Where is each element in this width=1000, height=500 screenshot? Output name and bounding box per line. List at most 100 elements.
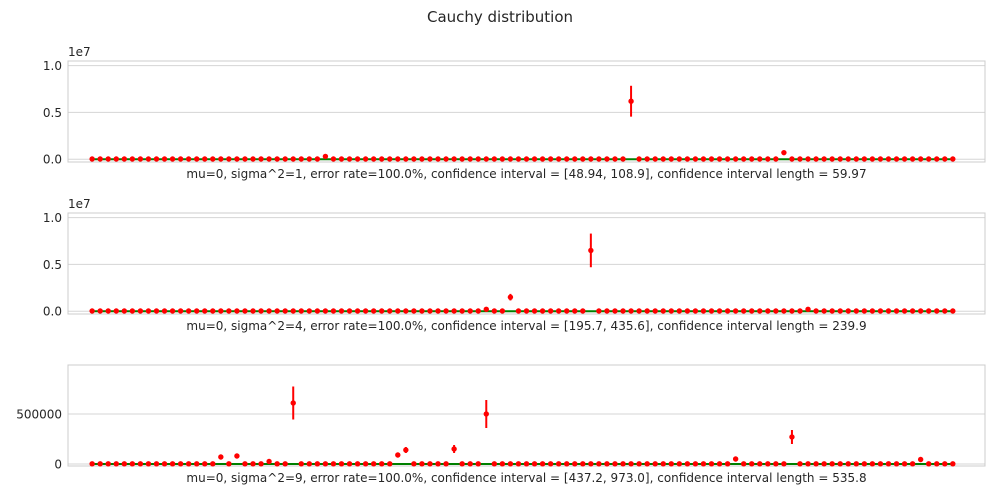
data-point [813,308,819,314]
data-point [202,156,208,162]
data-point [105,461,111,467]
data-point [443,308,449,314]
data-point [330,308,337,314]
data-point [853,156,859,162]
data-point [274,308,280,314]
data-point [925,156,932,162]
data-point [942,461,948,467]
y-tick-label: 500000 [16,408,62,422]
data-point [773,308,779,314]
data-point [370,308,377,314]
data-point [89,308,95,314]
data-point [395,452,401,458]
data-point [97,308,103,314]
data-point [652,156,658,162]
data-point [242,156,248,162]
data-point [885,308,892,314]
data-point [338,156,345,162]
data-point [379,308,385,314]
data-point [821,156,827,162]
data-point [362,308,369,314]
data-point [620,156,626,162]
data-point [773,461,779,467]
data-point [435,461,441,467]
data-point [194,308,200,314]
data-point [644,156,650,162]
data-point [137,461,144,467]
data-point [580,461,586,467]
data-point [153,308,160,314]
data-point [740,156,747,162]
data-point [604,461,610,467]
data-point [813,461,819,467]
data-point [676,308,683,314]
data-point [105,156,111,162]
data-point [580,308,586,314]
data-point [467,461,473,467]
data-point [346,156,353,162]
data-point [821,461,827,467]
data-point [218,156,224,162]
data-point [757,461,763,467]
data-point [620,461,626,467]
data-point [89,156,95,162]
data-point [185,461,192,467]
data-point [934,308,940,314]
data-point [773,156,779,162]
data-point [604,308,610,314]
data-point [572,461,578,467]
data-point [161,308,168,314]
data-point [692,156,699,162]
data-point [684,308,691,314]
y-tick-label: 1.0 [43,59,62,73]
data-point [861,461,868,467]
data-point [403,308,409,314]
data-point [700,308,707,314]
data-point [515,156,522,162]
data-point [845,461,851,467]
data-point [467,308,473,314]
data-point [877,156,884,162]
data-point [202,461,208,467]
data-point [797,308,803,314]
data-point [724,156,731,162]
data-point [435,308,441,314]
data-point [950,156,956,162]
data-point [628,461,634,467]
data-point [612,156,618,162]
data-point [97,461,103,467]
data-point [668,461,674,467]
data-point [877,308,884,314]
data-point [427,461,433,467]
data-point [274,156,280,162]
data-point [934,461,940,467]
data-point [869,461,876,467]
data-point [555,308,562,314]
figure-title: Cauchy distribution [427,8,573,26]
data-point [483,306,489,313]
data-point [564,461,570,467]
data-point [507,156,514,162]
data-point [137,156,144,162]
data-point [539,308,546,314]
data-point [419,156,425,162]
data-point [644,461,650,467]
data-point [226,461,232,467]
data-point [829,156,835,162]
data-point [564,156,570,162]
data-point [499,461,506,467]
data-point [258,461,264,467]
data-point [950,308,956,314]
data-point [708,461,715,467]
data-point [547,308,554,314]
data-point [885,461,892,467]
data-point [298,308,304,314]
data-point [781,461,787,467]
data-point [925,461,932,467]
data-point [258,308,264,314]
data-point [901,156,908,162]
data-point [226,156,232,162]
data-point [684,156,691,162]
data-point [588,247,594,254]
